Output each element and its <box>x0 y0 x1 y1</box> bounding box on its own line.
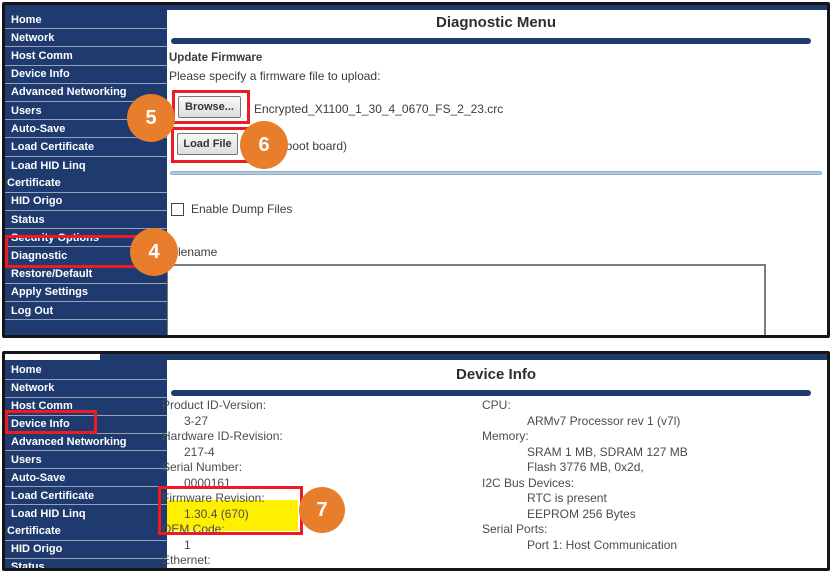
sidebar-item-home[interactable]: Home <box>5 11 167 30</box>
sidebar-item-device-info[interactable]: Device Info <box>5 416 167 434</box>
sidebar-item-host-comm[interactable]: Host Comm <box>5 398 167 416</box>
sidebar-item-advanced-networking[interactable]: Advanced Networking <box>5 434 167 452</box>
info-value-memory-sram-sdram: SRAM 1 MB, SDRAM 127 MB <box>527 444 688 459</box>
info-value-product-id-version: 3-27 <box>184 413 209 428</box>
sidebar-item-load-certificate[interactable]: Load Certificate <box>5 138 167 157</box>
dump-filename-textarea[interactable] <box>166 264 766 335</box>
info-label-i2c-bus-devices: I2C Bus Devices: <box>482 475 575 490</box>
reboot-board-note: (reboot board) <box>271 139 348 153</box>
sidebar-nav: Home Network Host Comm Device Info Advan… <box>5 5 167 335</box>
info-value-i2c-eeprom: EEPROM 256 Bytes <box>527 506 636 521</box>
info-value-serial-number: 0000161 <box>184 475 231 490</box>
info-label-product-id-version: Product ID-Version: <box>162 398 267 412</box>
filename-label: Filename <box>168 245 218 259</box>
info-label-cpu: CPU: <box>482 398 511 412</box>
sidebar-item-status[interactable]: Status <box>5 211 167 230</box>
sidebar-item-device-info[interactable]: Device Info <box>5 66 167 84</box>
sidebar-item-load-hid-linq-certificate-line2[interactable]: Certificate <box>5 523 167 541</box>
page-title: Device Info <box>455 366 537 383</box>
section-divider <box>170 171 822 175</box>
device-info-left-column: Product ID-Version: 3-27 Hardware ID-Rev… <box>162 398 283 568</box>
top-navy-strip <box>5 5 827 10</box>
browse-button[interactable]: Browse... <box>178 96 241 118</box>
info-label-memory: Memory: <box>482 429 529 443</box>
info-label-hardware-id-revision: Hardware ID-Revision: <box>162 429 283 443</box>
firmware-upload-instruction: Please specify a firmware file to upload… <box>169 69 381 83</box>
enable-dump-files-checkbox[interactable] <box>171 203 184 216</box>
info-label-oem-code: OEM Code: <box>162 522 225 536</box>
sidebar-nav: Home Network Host Comm Device Info Advan… <box>5 360 167 568</box>
callout-step-4: 4 <box>130 228 178 276</box>
sidebar-item-network[interactable]: Network <box>5 29 167 48</box>
info-label-ethernet: Ethernet: <box>162 553 211 567</box>
sidebar-item-hid-origo[interactable]: HID Origo <box>5 541 167 559</box>
callout-step-6: 6 <box>240 121 288 169</box>
sidebar-item-status[interactable]: Status <box>5 559 167 568</box>
info-label-serial-ports: Serial Ports: <box>482 522 548 536</box>
sidebar-item-auto-save[interactable]: Auto-Save <box>5 469 167 488</box>
update-firmware-section-title: Update Firmware <box>169 52 263 64</box>
sidebar-item-load-hid-linq-certificate[interactable]: Load HID Linq <box>11 508 86 521</box>
sidebar-item-users[interactable]: Users <box>5 451 167 470</box>
diagnostic-menu-screen: Home Network Host Comm Device Info Advan… <box>2 2 830 338</box>
load-file-button[interactable]: Load File <box>177 133 238 155</box>
info-value-firmware-revision: 1.30.4 (670) <box>184 506 249 521</box>
title-underline <box>171 390 811 396</box>
sidebar-item-load-hid-linq-certificate-line2[interactable]: Certificate <box>5 175 167 193</box>
sidebar-item-log-out[interactable]: Log Out <box>5 302 167 321</box>
info-label-firmware-revision: Firmware Revision: <box>162 491 265 505</box>
enable-dump-files-label: Enable Dump Files <box>191 202 293 216</box>
callout-step-7: 7 <box>299 487 345 533</box>
sidebar-item-load-certificate[interactable]: Load Certificate <box>5 487 167 506</box>
selected-firmware-filename: Encrypted_X1100_1_30_4_0670_FS_2_23.crc <box>254 102 504 116</box>
device-info-screen: Home Network Host Comm Device Info Advan… <box>2 351 830 571</box>
device-info-right-column: CPU: ARMv7 Processor rev 1 (v7l) Memory:… <box>482 398 688 553</box>
top-navy-strip <box>100 354 827 360</box>
sidebar-item-home[interactable]: Home <box>5 362 167 380</box>
sidebar-item-auto-save[interactable]: Auto-Save <box>5 120 167 139</box>
info-value-hardware-id-revision: 217-4 <box>184 444 215 459</box>
info-value-serial-port-1: Port 1: Host Communication <box>527 537 678 552</box>
info-value-memory-flash: Flash 3776 MB, 0x2d, <box>527 460 644 474</box>
sidebar-item-network[interactable]: Network <box>5 380 167 398</box>
info-value-i2c-rtc: RTC is present <box>527 491 607 505</box>
info-value-oem-code: 1 <box>184 537 191 552</box>
info-value-cpu: ARMv7 Processor rev 1 (v7l) <box>527 413 681 428</box>
title-underline <box>171 38 811 44</box>
sidebar-item-users[interactable]: Users <box>5 102 167 121</box>
sidebar-item-restore-default[interactable]: Restore/Default <box>5 266 167 284</box>
sidebar-item-host-comm[interactable]: Host Comm <box>5 47 167 66</box>
firmware-revision-highlight <box>163 500 298 531</box>
sidebar-item-hid-origo[interactable]: HID Origo <box>5 193 167 212</box>
info-label-serial-number: Serial Number: <box>162 460 243 474</box>
sidebar-item-load-hid-linq-certificate[interactable]: Load HID Linq <box>11 159 86 172</box>
sidebar-item-apply-settings[interactable]: Apply Settings <box>5 284 167 302</box>
page-title: Diagnostic Menu <box>435 14 556 31</box>
sidebar-item-advanced-networking[interactable]: Advanced Networking <box>5 84 167 102</box>
callout-step-5: 5 <box>127 94 175 142</box>
